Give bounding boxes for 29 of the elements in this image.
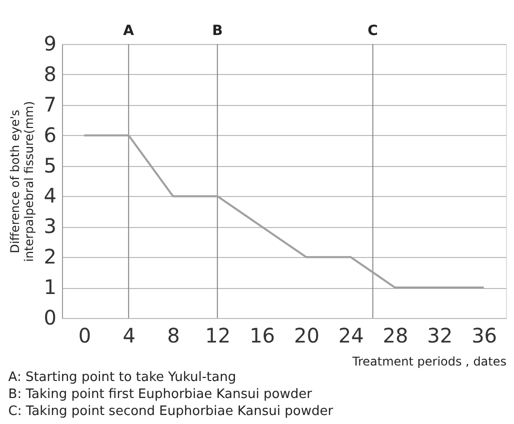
x-tick-label: 12 (205, 324, 231, 348)
y-tick-label: 6 (44, 122, 56, 147)
y-tick-label: 5 (44, 153, 56, 178)
ref-line-label: C (368, 23, 378, 39)
y-tick-label: 9 (44, 32, 56, 56)
y-tick-label: 7 (44, 92, 56, 116)
y-tick-label: 3 (44, 214, 56, 238)
x-axis-title: Treatment periods , dates (351, 354, 506, 368)
x-tick-label: 28 (382, 324, 408, 348)
ref-line-label: A (123, 23, 134, 39)
x-tick-label: 20 (294, 324, 320, 348)
x-tick-label: 4 (122, 324, 136, 348)
text: A: Starting point to take Yukul-tang (8, 370, 236, 385)
x-tick-label: 8 (167, 324, 180, 348)
text: interpalpebral fissure(mm) (22, 101, 36, 262)
text: C: Taking point second Euphorbiae Kansui powder (8, 404, 334, 419)
y-tick-label: 1 (44, 275, 56, 300)
ref-line-label: B (212, 23, 223, 39)
text: Difference of both eye's (8, 110, 22, 254)
y-tick-label: 0 (44, 306, 56, 330)
y-tick-label: 4 (44, 184, 56, 208)
y-tick-label: 2 (44, 244, 56, 269)
text: B: Taking point first Euphorbiae Kansui powder (8, 387, 313, 402)
x-tick-label: 32 (427, 324, 453, 348)
x-tick-label: 36 (472, 324, 498, 348)
y-tick-label: 8 (44, 62, 56, 86)
x-tick-label: 16 (250, 324, 276, 348)
x-tick-label: 0 (78, 324, 92, 348)
x-tick-label: 24 (338, 324, 364, 348)
